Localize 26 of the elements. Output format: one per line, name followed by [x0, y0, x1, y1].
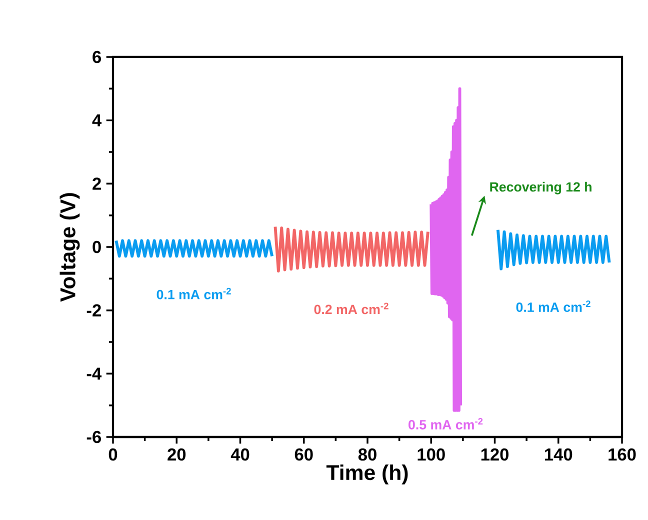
line-series	[496, 228, 611, 270]
x-tick-label: 120	[481, 448, 508, 461]
y-tick-label: -2	[86, 304, 101, 316]
text: 0.1 mA cm$^{-2}$	[516, 300, 590, 312]
x-tick-label: 160	[608, 448, 636, 461]
line-series	[430, 87, 462, 412]
x-tick-label: 20	[168, 448, 186, 461]
y-tick-label: 6	[92, 50, 101, 64]
y-tick-label: 0	[92, 240, 101, 254]
line-series	[274, 225, 430, 273]
y-tick-label: 4	[92, 114, 102, 126]
x-tick-label: 140	[545, 448, 572, 461]
y-axis-title: Voltage (V)	[60, 193, 80, 302]
x-tick-label: 80	[358, 448, 376, 461]
x-axis-title: Time (h)	[326, 464, 408, 484]
x-tick-label: 40	[230, 448, 250, 461]
text: 0.2 mA cm$^{-2}$	[314, 302, 388, 314]
y-tick-label: 2	[92, 178, 101, 190]
y-tick-label: -4	[86, 368, 102, 380]
x-tick-label: 100	[418, 448, 445, 461]
y-tick-label: -6	[86, 430, 101, 444]
text: 0.1 mA cm$^{-2}$	[156, 288, 231, 300]
x-tick-label: 0	[108, 448, 118, 461]
series-label: 0.5 mA cm$^{-2}$	[408, 418, 483, 430]
annotation: Recovering 12 h	[490, 182, 592, 194]
x-tick-label: 60	[294, 448, 313, 461]
